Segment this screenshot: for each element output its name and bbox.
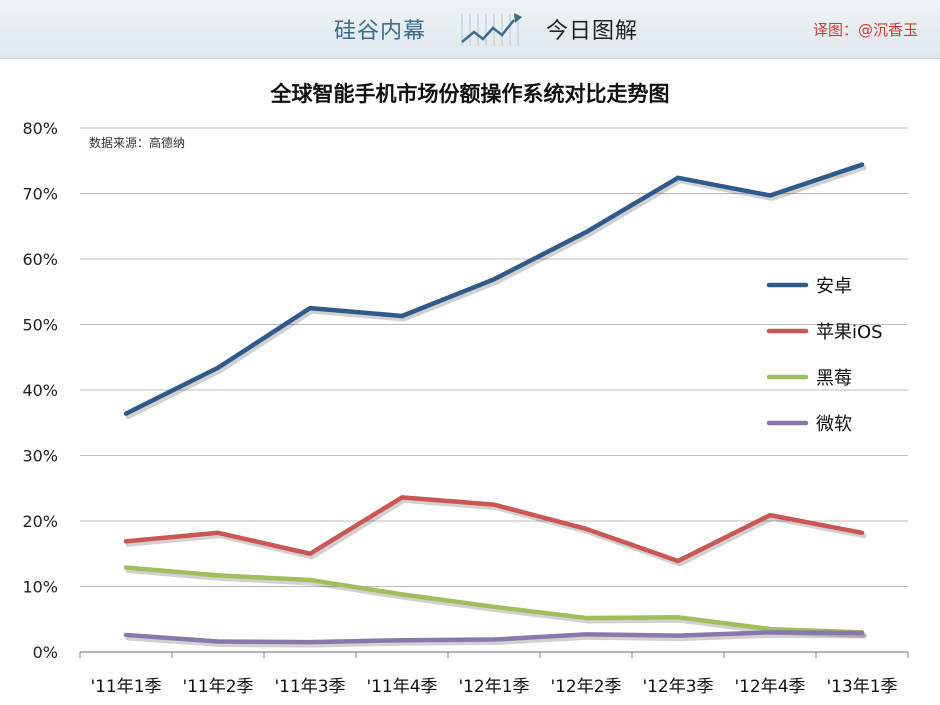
series-shadow-ios [125,497,867,567]
brand-name: 硅谷内幕 [334,19,427,44]
legend-label-blackberry: 黑莓 [816,368,852,389]
x-tick-label: '11年1季 [90,677,161,697]
translator-credit: 译图：@沉香玉 [812,21,918,39]
series-shadow-windows-phone [125,632,867,648]
legend-label-android: 安卓 [816,276,852,297]
y-tick-label: 50% [22,316,58,335]
series-shadow-blackberry [125,568,867,638]
header-banner: 硅谷内幕 今日图解 译图：@沉香玉 [0,0,940,59]
y-tick-label: 0% [33,643,58,662]
series-line-windows-phone [123,630,865,645]
y-tick-label: 20% [22,512,58,531]
y-tick-label: 10% [22,578,58,597]
y-tick-label: 30% [22,447,58,466]
y-tick-label: 40% [22,381,58,400]
trend-chart-icon [461,13,522,46]
chart-title: 全球智能手机市场份额操作系统对比走势图 [270,82,670,106]
series-line-android [123,162,865,416]
x-tick-label: '11年4季 [366,677,437,697]
x-tick-label: '13年1季 [826,677,897,697]
legend-label-windows-phone: 微软 [816,414,852,435]
series-line-ios [123,495,865,564]
y-tick-label: 80% [22,119,58,138]
x-tick-label: '11年2季 [182,677,253,697]
x-tick-label: '12年3季 [642,677,713,697]
series-line-blackberry [123,565,865,635]
series-shadow-android [125,165,867,420]
legend-label-ios: 苹果iOS [816,322,883,343]
y-tick-label: 60% [22,250,58,269]
x-tick-label: '11年3季 [274,677,345,697]
section-title: 今日图解 [546,19,639,44]
x-tick-label: '12年4季 [734,677,805,697]
y-tick-label: 70% [22,185,58,204]
x-tick-label: '12年2季 [550,677,621,697]
source-note: 数据来源：高德纳 [89,136,186,150]
x-tick-label: '12年1季 [458,677,529,697]
